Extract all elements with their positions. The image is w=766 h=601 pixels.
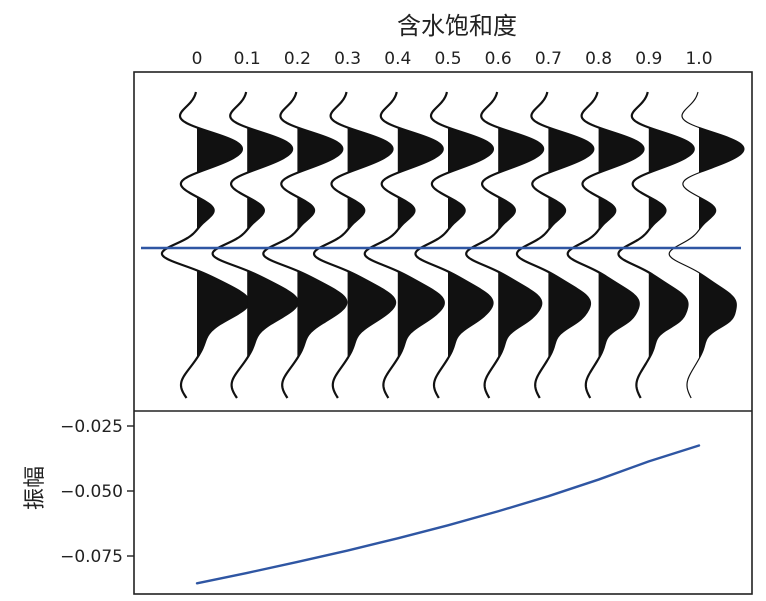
x-tick-label: 0.9 (635, 49, 662, 69)
wiggle-trace (465, 91, 545, 399)
wiggle-panel: 0 0.1 0.2 0.3 0.4 0.5 0.6 0.7 0.8 0.9 1.0 (133, 49, 753, 595)
wiggle-fill (197, 92, 249, 398)
amplitude-panel: −0.025 −0.050 −0.075 (60, 417, 701, 585)
y-tick-label: −0.050 (60, 482, 123, 502)
wiggle-trace (414, 91, 495, 399)
wiggle-trace (363, 91, 445, 399)
wiggle-trace (160, 91, 251, 399)
chart-title: 含水饱和度 (397, 12, 517, 40)
x-tick-label: 0.4 (384, 49, 411, 69)
wiggle-fill (648, 92, 694, 398)
x-tick-label: 0.5 (434, 49, 461, 69)
x-tick-label: 0.3 (334, 49, 361, 69)
x-tick-label: 0.7 (535, 49, 562, 69)
x-tick-label: 1.0 (685, 49, 712, 69)
wiggle-trace (262, 91, 348, 399)
wiggle-fill (247, 92, 298, 398)
wiggle-trace (312, 91, 397, 399)
wiggle-fill (397, 92, 444, 398)
chart-frame (133, 71, 753, 595)
y-tick-label: −0.075 (60, 547, 123, 567)
amplitude-line (195, 444, 701, 585)
wiggle-trace (211, 91, 299, 399)
wiggle-trace (668, 91, 745, 399)
wiggle-trace (617, 91, 695, 399)
chart-labels: 含水饱和度 振幅 (23, 12, 517, 510)
wiggle-fill (498, 92, 544, 398)
x-tick-label: 0.8 (585, 49, 612, 69)
wiggle-fill (699, 92, 744, 398)
x-tick-label: 0 (192, 49, 203, 69)
wiggle-trace (566, 91, 645, 399)
x-tick-label: 0.2 (284, 49, 311, 69)
x-tick-label: 0.6 (485, 49, 512, 69)
wiggle-trace (515, 91, 595, 399)
wiggle-fill (548, 92, 594, 398)
wiggle-fill (448, 92, 493, 398)
wiggle-fill (598, 92, 644, 398)
wiggle-fill (347, 92, 396, 398)
x-tick-label: 0.1 (234, 49, 261, 69)
y-axis-label: 振幅 (23, 466, 48, 510)
y-tick-label: −0.025 (60, 417, 123, 437)
wiggle-fill (297, 92, 347, 398)
